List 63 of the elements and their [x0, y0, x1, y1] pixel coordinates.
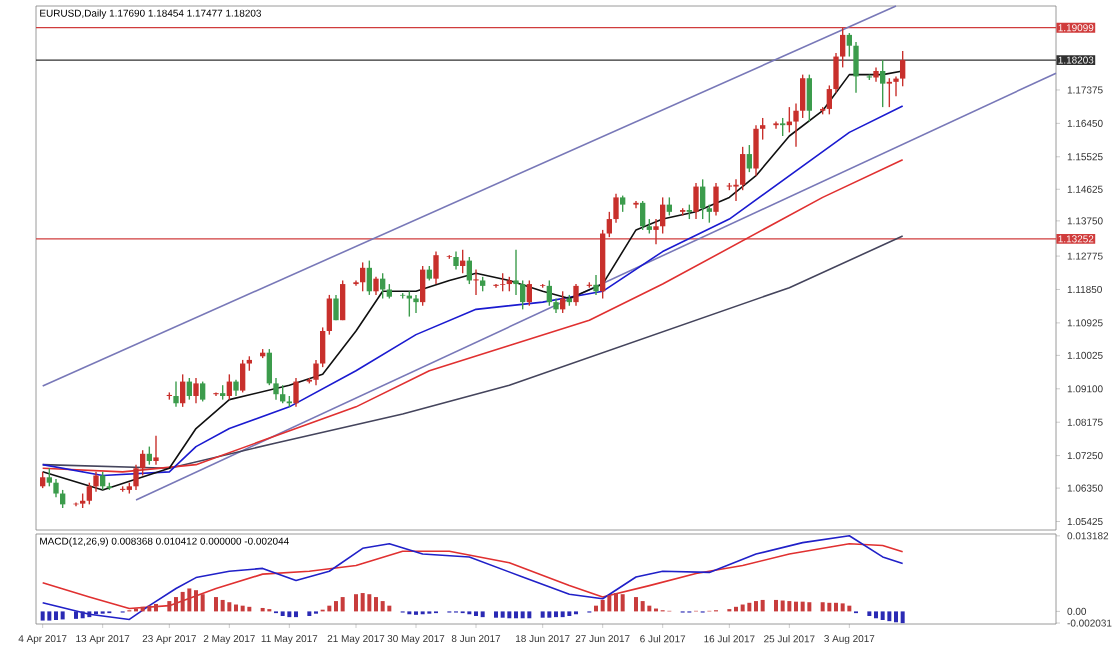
bar [527, 611, 532, 619]
bar [367, 594, 372, 612]
bar [47, 611, 52, 621]
bar [294, 611, 298, 618]
bar [754, 601, 759, 612]
bar [840, 603, 845, 612]
bar [340, 597, 345, 612]
bar [214, 597, 218, 612]
bar [834, 602, 839, 612]
line-series [41, 534, 904, 621]
bar [794, 601, 799, 612]
candlestick [500, 272, 506, 292]
bar [480, 611, 485, 618]
bar [547, 611, 552, 618]
bar [900, 611, 905, 624]
bar [500, 611, 505, 618]
bar [540, 611, 545, 618]
bar [560, 611, 565, 618]
bar [40, 611, 45, 621]
bar [334, 601, 338, 612]
bar [774, 599, 779, 612]
bar [374, 597, 378, 612]
bar [827, 602, 832, 612]
bar [380, 601, 385, 612]
bar [174, 597, 178, 612]
bar [634, 597, 639, 612]
bar [180, 591, 185, 612]
bar [60, 611, 65, 620]
bar [200, 594, 205, 612]
bar [614, 593, 619, 612]
bar [227, 602, 232, 612]
bar [874, 611, 879, 619]
bar [620, 594, 625, 612]
bar [820, 602, 825, 612]
bar [760, 599, 765, 612]
bar [507, 611, 512, 619]
bar [194, 590, 198, 612]
bar [54, 611, 58, 620]
bar [780, 600, 785, 612]
bar [887, 611, 892, 622]
bar [807, 602, 812, 612]
bar [287, 611, 292, 618]
bar [80, 611, 85, 619]
bar [640, 601, 645, 612]
bar [787, 601, 792, 612]
bar [354, 594, 358, 612]
bar [220, 599, 225, 612]
bar [520, 611, 525, 619]
bar [800, 601, 805, 612]
bar [494, 611, 499, 618]
bar [607, 595, 612, 612]
bar [87, 611, 92, 618]
bar [514, 611, 519, 619]
bar [74, 611, 78, 619]
bar [154, 603, 158, 612]
bar [554, 611, 559, 618]
bar [600, 599, 605, 612]
bar [360, 593, 365, 612]
bar [747, 602, 752, 612]
bar [167, 601, 172, 612]
bar [187, 588, 192, 612]
bar [880, 611, 885, 620]
bar [894, 611, 899, 623]
